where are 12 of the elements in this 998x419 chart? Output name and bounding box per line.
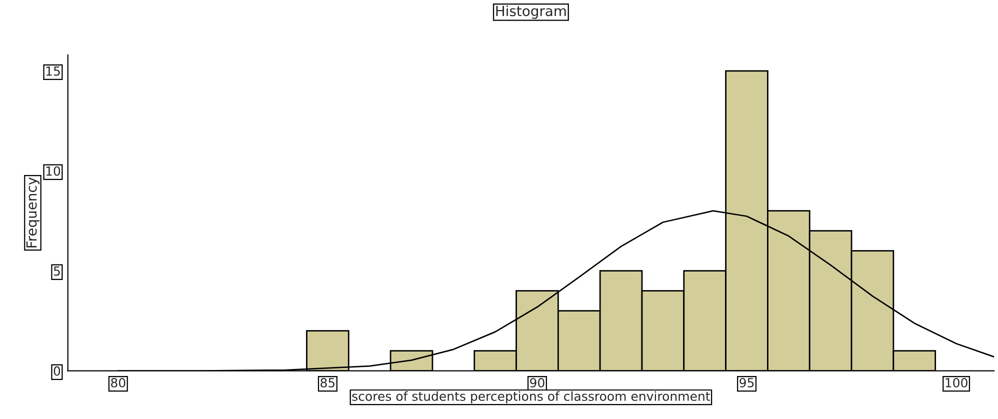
x-tick-label: 95 [740,378,754,388]
y-tick-label: 0 [54,366,60,376]
y-axis-title: Frequency [26,177,40,248]
x-tick-label: 85 [320,378,335,388]
x-axis-title: scores of students perceptions of classroom environment [352,391,710,404]
y-tick-label: 10 [46,166,60,176]
chart-title: Histogram [496,5,566,19]
y-tick-label: 15 [46,66,60,76]
x-tick-label: 100 [946,378,968,388]
x-tick-label: 90 [530,378,544,388]
x-tick-label: 80 [111,378,126,388]
y-tick-label: 5 [54,266,60,276]
